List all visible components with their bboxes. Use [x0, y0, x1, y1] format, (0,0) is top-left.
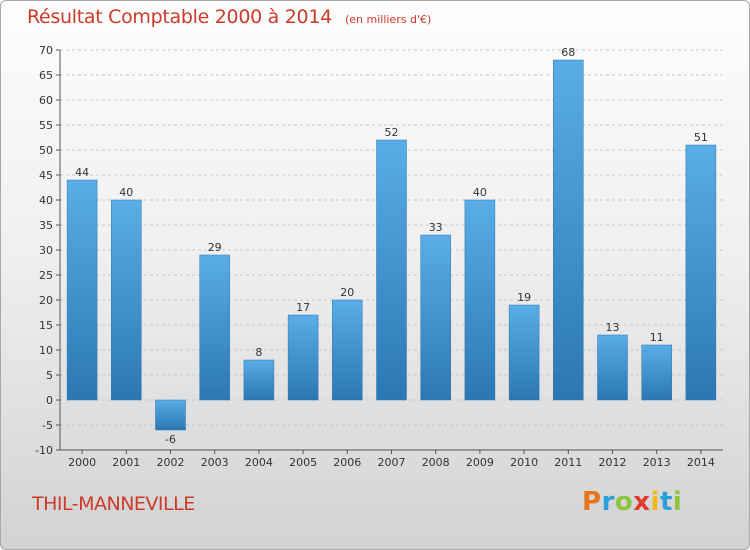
y-tick-label: 35 [39, 219, 53, 232]
place-name: THIL-MANNEVILLE [32, 493, 195, 515]
x-tick-label: 2002 [157, 456, 185, 469]
y-tick-label: 30 [39, 244, 53, 257]
bar [66, 179, 98, 401]
data-label: 68 [561, 46, 575, 59]
y-tick-label: -5 [42, 419, 53, 432]
data-label: 40 [119, 186, 133, 199]
bar [464, 199, 496, 401]
x-tick-label: 2012 [599, 456, 627, 469]
y-tick-label: 70 [39, 44, 53, 57]
logo-letter: i [650, 487, 660, 517]
y-tick-label: -10 [35, 444, 53, 457]
logo-letter: t [659, 487, 673, 517]
x-tick-label: 2008 [422, 456, 450, 469]
data-label: 13 [606, 321, 620, 334]
bar [155, 399, 186, 431]
bar [332, 299, 363, 401]
data-label: 29 [208, 241, 222, 254]
data-label: 52 [385, 126, 399, 139]
bar [376, 139, 407, 401]
chart-title: Résultat Comptable 2000 à 2014 (en milli… [27, 6, 431, 28]
x-tick-label: 2014 [687, 456, 715, 469]
bar [243, 359, 275, 401]
logo-letter: P [582, 487, 602, 517]
x-tick-label: 2003 [201, 456, 229, 469]
y-tick-label: 50 [39, 144, 53, 157]
x-tick-label: 2004 [245, 456, 273, 469]
y-tick-label: 5 [46, 369, 53, 382]
bar [597, 334, 628, 401]
x-tick-label: 2001 [112, 456, 140, 469]
bar [553, 59, 584, 401]
y-tick-label: 25 [39, 269, 53, 282]
bar [420, 234, 451, 401]
y-tick-label: 60 [39, 94, 53, 107]
data-label: 17 [296, 301, 310, 314]
bar [685, 144, 717, 401]
y-tick-label: 45 [39, 169, 53, 182]
x-tick-label: 2000 [68, 456, 96, 469]
data-label: 20 [340, 286, 354, 299]
data-label: 33 [429, 221, 443, 234]
data-label: 11 [650, 331, 664, 344]
y-tick-label: 65 [39, 69, 53, 82]
x-tick-label: 2009 [466, 456, 494, 469]
data-label: 51 [694, 131, 708, 144]
data-label: 8 [255, 346, 262, 359]
logo-letter: i [672, 487, 683, 517]
logo-letter: o [614, 487, 634, 517]
bar [641, 344, 672, 401]
x-tick-label: 2013 [643, 456, 671, 469]
x-tick-label: 2011 [554, 456, 582, 469]
x-tick-label: 2005 [289, 456, 317, 469]
bar [287, 314, 319, 401]
y-tick-label: 0 [46, 394, 53, 407]
bar [508, 304, 540, 401]
data-label: 44 [75, 166, 89, 179]
x-tick-label: 2010 [510, 456, 538, 469]
bar [199, 254, 230, 401]
data-label: -6 [165, 433, 176, 446]
y-tick-label: 20 [39, 294, 53, 307]
x-tick-label: 2007 [378, 456, 406, 469]
y-tick-label: 10 [39, 344, 53, 357]
title-text: Résultat Comptable 2000 à 2014 [27, 6, 332, 28]
data-label: 19 [517, 291, 531, 304]
proxiti-logo: Proxiti [582, 487, 682, 517]
x-tick-label: 2006 [333, 456, 361, 469]
logo-letter: x [633, 487, 651, 517]
y-tick-label: 40 [39, 194, 53, 207]
logo-letter: r [601, 487, 615, 517]
y-tick-label: 55 [39, 119, 53, 132]
bar [111, 199, 142, 401]
title-unit: (en milliers d'€) [344, 13, 432, 26]
data-label: 40 [473, 186, 487, 199]
y-tick-label: 15 [39, 319, 53, 332]
